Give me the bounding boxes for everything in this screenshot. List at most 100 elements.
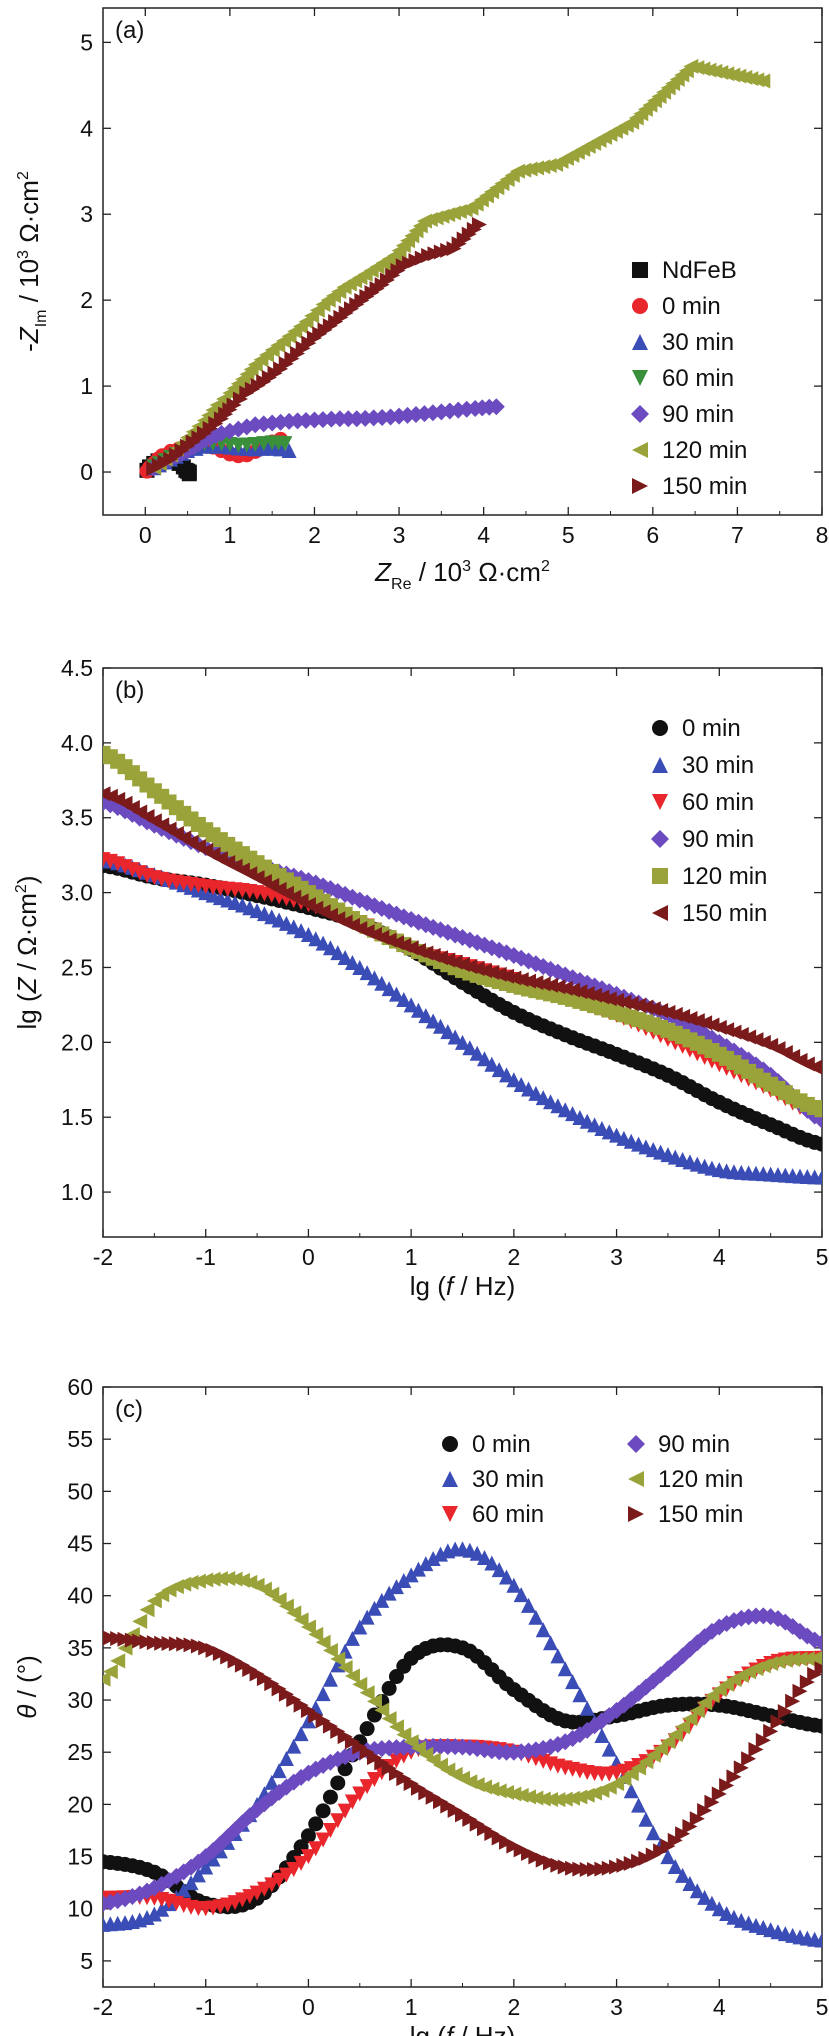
y-tick-label: 40 [67, 1583, 93, 1609]
data-point [682, 1711, 698, 1727]
data-point [785, 1652, 801, 1668]
data-point [748, 1742, 764, 1758]
data-point [550, 979, 566, 995]
data-point [315, 935, 331, 951]
panel-label: (c) [115, 1396, 143, 1423]
data-point [388, 1753, 404, 1769]
panel-label: (b) [115, 677, 144, 704]
x-tick-label: 3 [610, 1244, 623, 1270]
data-point [623, 996, 639, 1012]
data-point [352, 959, 368, 975]
data-point [667, 1727, 683, 1743]
data-point [183, 1574, 199, 1590]
legend-marker [651, 830, 669, 848]
y-tick-label: 2.0 [61, 1029, 93, 1055]
data-point [344, 954, 360, 970]
data-point [308, 1816, 324, 1832]
legend-marker [632, 298, 648, 314]
data-point [689, 1811, 705, 1827]
legend: 0 min 30 min 60 min 90 min 120 min 150 min [651, 715, 767, 927]
legend-label: 0 min [662, 293, 721, 320]
data-point [330, 1651, 346, 1667]
data-point [594, 989, 610, 1005]
data-point [337, 1761, 353, 1777]
legend-label: 120 min [662, 437, 747, 464]
data-point [139, 1602, 155, 1618]
data-point [344, 1794, 360, 1810]
data-point [675, 1867, 691, 1883]
data-point [565, 982, 581, 998]
data-point [704, 1895, 720, 1911]
data-point [814, 1654, 822, 1663]
x-tick-label: 2 [507, 1244, 520, 1270]
data-point [499, 1784, 515, 1800]
y-tick-label: 60 [67, 1374, 93, 1400]
data-point [410, 1002, 426, 1018]
data-point [513, 972, 529, 988]
data-point [572, 984, 588, 1000]
data-point [366, 1771, 382, 1787]
data-point [601, 1741, 617, 1757]
data-point [103, 796, 119, 814]
data-point [471, 217, 487, 233]
x-tick-label: 4 [477, 522, 490, 548]
data-point [522, 161, 538, 177]
x-tick-label: 5 [816, 1994, 829, 2020]
y-tick-label: 55 [67, 1426, 93, 1452]
data-point [418, 1008, 434, 1024]
legend: 0 min 30 min 60 min 90 min 120 min 150 min [442, 1431, 743, 1528]
y-tick-label: 0 [80, 459, 93, 485]
x-tick-label: 4 [713, 1994, 726, 2020]
x-tick-label: 1 [405, 1244, 418, 1270]
x-tick-label: 0 [302, 1244, 315, 1270]
data-point [697, 1803, 713, 1819]
y-tick-label: 4 [80, 115, 93, 141]
legend-marker [632, 370, 648, 386]
data-point [293, 1855, 309, 1871]
data-point [616, 994, 632, 1010]
data-point [814, 1718, 822, 1734]
legend-marker [442, 1471, 458, 1487]
data-point [359, 1609, 375, 1625]
data-point [594, 1728, 610, 1744]
data-point [814, 1169, 822, 1185]
legend-label: 150 min [662, 473, 747, 500]
x-tick-label: 3 [610, 1994, 623, 2020]
y-tick-label: 5 [80, 1948, 93, 1974]
data-point [491, 1562, 507, 1578]
data-point [499, 1067, 515, 1083]
data-point [396, 992, 412, 1008]
data-point [682, 1875, 698, 1891]
data-point [535, 1090, 551, 1106]
x-tick-label: 5 [562, 522, 575, 548]
legend-marker [652, 757, 668, 773]
x-tick-label: 0 [302, 1994, 315, 2020]
legend-marker [628, 1471, 644, 1487]
data-point [557, 1791, 573, 1807]
data-point [645, 1001, 661, 1017]
y-tick-label: 1 [80, 373, 93, 399]
x-tick-label: -2 [93, 1244, 113, 1270]
data-point [506, 1786, 522, 1802]
data-point [719, 1778, 735, 1794]
data-point [513, 1076, 529, 1092]
legend-label: NdFeB [662, 257, 737, 284]
data-point [609, 992, 625, 1008]
data-point [116, 1890, 134, 1908]
legend-label: 30 min [662, 329, 734, 356]
data-point [315, 1832, 331, 1848]
data-point [550, 1648, 566, 1664]
data-point [278, 1867, 294, 1883]
data-point [205, 1571, 221, 1587]
data-point [455, 1034, 470, 1050]
x-tick-label: 2 [507, 1994, 520, 2020]
data-point [557, 980, 573, 996]
y-tick-label: 4.5 [61, 655, 93, 681]
y-axis-label: lg (Z / Ω·cm2) [12, 875, 42, 1029]
y-tick-label: 1.5 [61, 1104, 93, 1130]
data-point [300, 927, 316, 943]
data-point [785, 1693, 801, 1709]
data-point [543, 1635, 559, 1651]
data-point [660, 1734, 676, 1750]
